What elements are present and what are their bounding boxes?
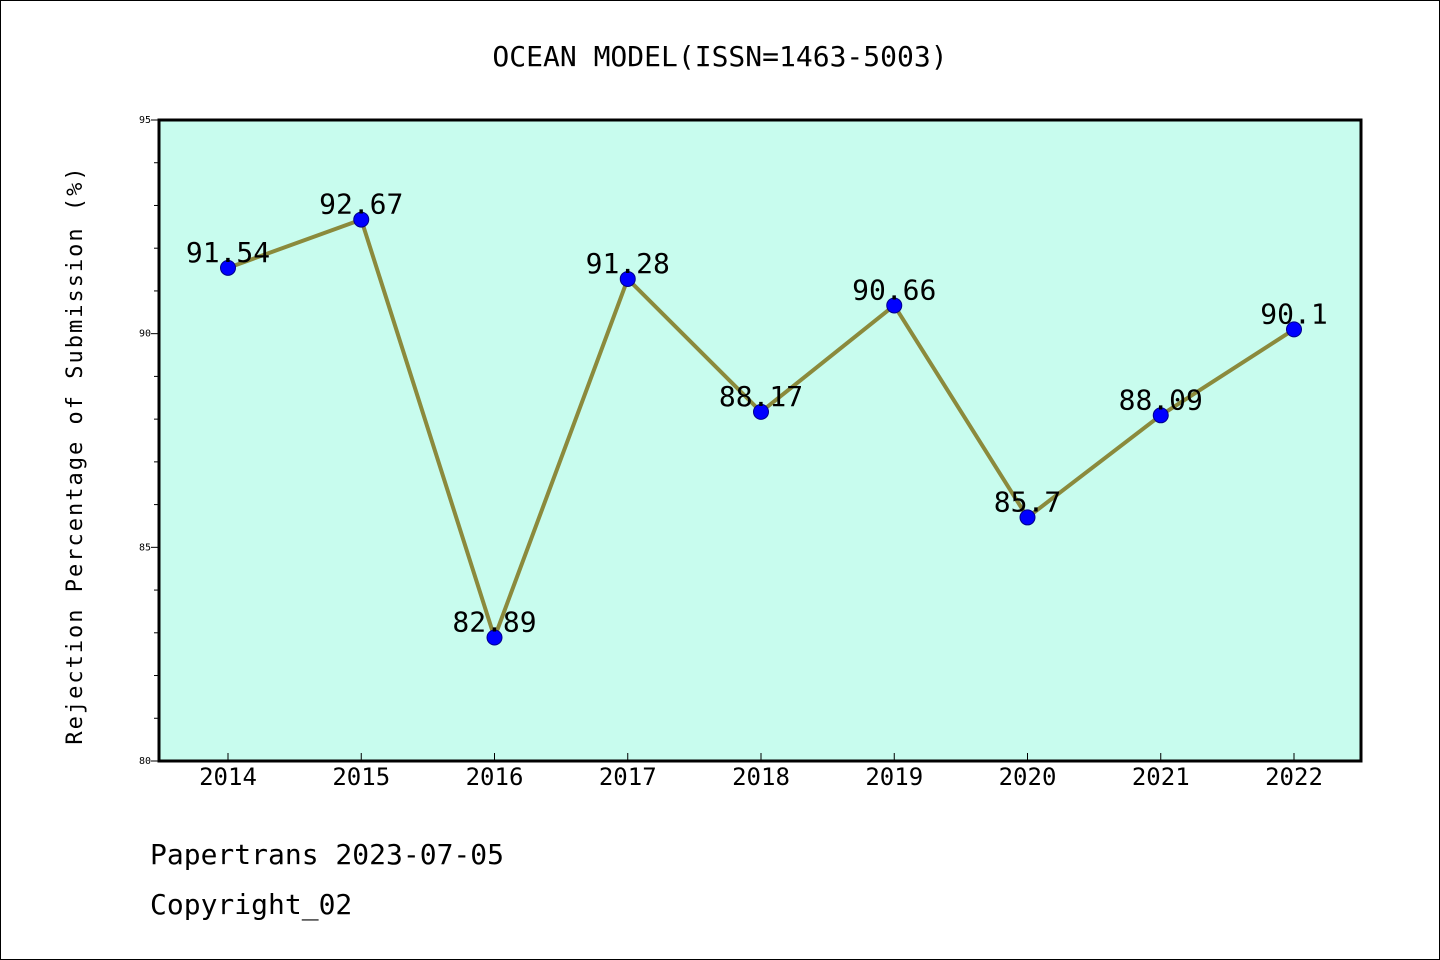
data-label: 88.09 <box>1119 383 1203 416</box>
y-axis-ticks: 80 85 90 95 <box>139 115 159 767</box>
data-labels: 91.54 92.67 82.89 91.28 88.17 90.66 85.7 88.09 9… <box>186 188 1328 639</box>
data-point <box>619 270 636 287</box>
y-tick-label: 85 <box>139 542 151 553</box>
x-tick-label: 2022 <box>1265 763 1323 791</box>
data-point <box>1286 321 1302 338</box>
y-tick-label: 95 <box>139 115 151 126</box>
data-point <box>1152 407 1169 424</box>
data-point <box>886 297 903 314</box>
x-tick-label: 2018 <box>732 763 790 791</box>
data-point <box>353 211 370 228</box>
footer-date: Papertrans 2023-07-05 <box>150 838 504 871</box>
data-label: 82.89 <box>452 606 536 639</box>
x-tick-label: 2014 <box>199 763 257 791</box>
y-axis-label: Rejection Percentage of Submission (%) <box>63 165 88 744</box>
data-label: 88.17 <box>719 380 803 413</box>
data-label: 91.28 <box>586 247 670 280</box>
chart-title: OCEAN MODEL(ISSN=1463-5003) <box>492 40 947 73</box>
data-label: 90.66 <box>852 273 936 306</box>
x-tick-label: 2021 <box>1132 763 1190 791</box>
data-label: 91.54 <box>186 236 270 269</box>
data-point <box>486 629 503 646</box>
x-axis-ticks: 2014 2015 2016 2017 2018 2019 2020 2021 2022 <box>199 753 1323 791</box>
data-label: 85.7 <box>994 485 1061 518</box>
data-point <box>220 259 236 276</box>
data-markers <box>220 211 1302 646</box>
x-tick-label: 2017 <box>599 763 657 791</box>
footer-copyright: Copyright_02 <box>150 888 352 922</box>
x-tick-label: 2020 <box>999 763 1057 791</box>
y-tick-label: 80 <box>139 756 151 767</box>
y-minor-ticks <box>154 162 159 719</box>
data-label: 92.67 <box>319 188 403 221</box>
x-tick-label: 2019 <box>865 763 923 791</box>
x-tick-label: 2016 <box>466 763 524 791</box>
x-tick-label: 2015 <box>332 763 390 791</box>
data-label: 90.1 <box>1260 297 1327 330</box>
data-point <box>1019 509 1036 526</box>
data-point <box>753 403 769 420</box>
y-tick-label: 90 <box>139 329 151 340</box>
